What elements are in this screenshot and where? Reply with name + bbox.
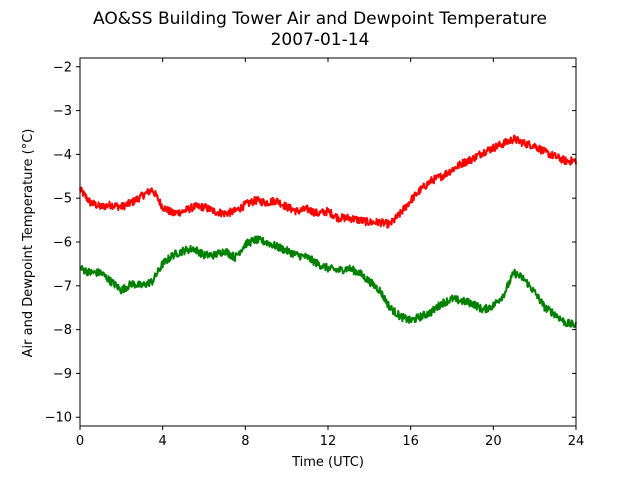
- y-tick-label: −5: [53, 192, 72, 207]
- y-axis-label: Air and Dewpoint Temperature (°C): [21, 129, 36, 358]
- y-tick-label: −2: [53, 60, 72, 75]
- y-tick-label: −7: [53, 279, 72, 294]
- y-tick-label: −6: [53, 236, 72, 251]
- series-line-1: [79, 235, 577, 329]
- x-tick-label: 16: [402, 434, 419, 449]
- y-tick-label: −3: [53, 104, 72, 119]
- axes-layer: 0 4 8 12 16 20 24 −10 −9 −8 −7 −6 −5 −4 −3 −2: [45, 57, 585, 449]
- chart-title: AO&SS Building Tower Air and Dewpoint Te…: [93, 9, 547, 29]
- x-axis-label: Time (UTC): [291, 455, 364, 470]
- x-tick-label: 20: [485, 434, 502, 449]
- x-tick-label: 0: [76, 434, 84, 449]
- x-tick-label: 4: [159, 434, 167, 449]
- series-layer: [79, 134, 577, 329]
- plot-frame: [79, 57, 577, 427]
- x-tick-label: 24: [568, 434, 585, 449]
- y-tick-label: −8: [53, 323, 72, 338]
- x-tick-label: 8: [241, 434, 249, 449]
- y-tick-label: −4: [53, 148, 72, 163]
- y-tick-label: −9: [53, 367, 72, 382]
- y-tick-label: −10: [45, 411, 72, 426]
- x-tick-label: 12: [320, 434, 337, 449]
- chart-subtitle: 2007-01-14: [271, 30, 370, 50]
- series-line-0: [79, 134, 577, 229]
